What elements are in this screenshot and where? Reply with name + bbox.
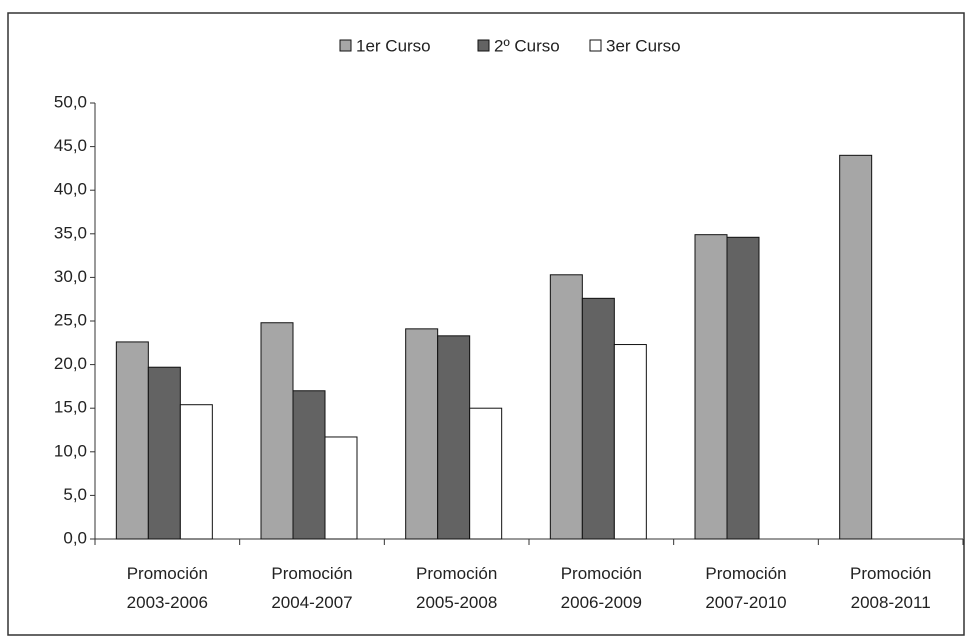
bar [839,154,873,540]
x-tick-label: Promoción 2008-2011 [850,564,932,612]
bar [179,404,213,540]
y-tick-label: 10,0 [54,441,87,460]
bar [581,297,615,540]
legend-label: 3er Curso [606,36,681,55]
y-tick-label: 5,0 [63,485,87,504]
legend-swatch [339,39,352,52]
y-tick-label: 30,0 [54,267,87,286]
legend-swatch [589,39,602,52]
x-tick-label: Promoción 2005-2008 [416,564,498,612]
bar [292,390,326,540]
y-tick-label: 40,0 [54,180,87,199]
x-tick-label: Promoción 2003-2006 [126,564,208,612]
bar [115,341,149,540]
legend-label: 2º Curso [494,36,560,55]
y-tick-label: 45,0 [54,136,87,155]
bar [324,436,358,540]
x-tick-label: Promoción 2007-2010 [705,564,787,612]
bar [260,322,294,540]
y-tick-label: 0,0 [63,528,87,547]
bar [613,344,647,540]
y-tick-label: 50,0 [54,92,87,111]
bar [405,328,439,540]
y-tick-label: 15,0 [54,398,87,417]
legend-swatch [477,39,490,52]
bar [469,407,503,540]
bar [726,236,760,540]
legend-label: 1er Curso [356,36,431,55]
y-tick-label: 25,0 [54,310,87,329]
bar [437,335,471,540]
x-tick-label: Promoción 2006-2009 [560,564,642,612]
bar [549,274,583,540]
frame [7,12,965,636]
x-tick-label: Promoción 2004-2007 [271,564,353,612]
bar [147,366,181,540]
y-tick-label: 20,0 [54,354,87,373]
y-tick-label: 35,0 [54,223,87,242]
bar [694,234,728,540]
